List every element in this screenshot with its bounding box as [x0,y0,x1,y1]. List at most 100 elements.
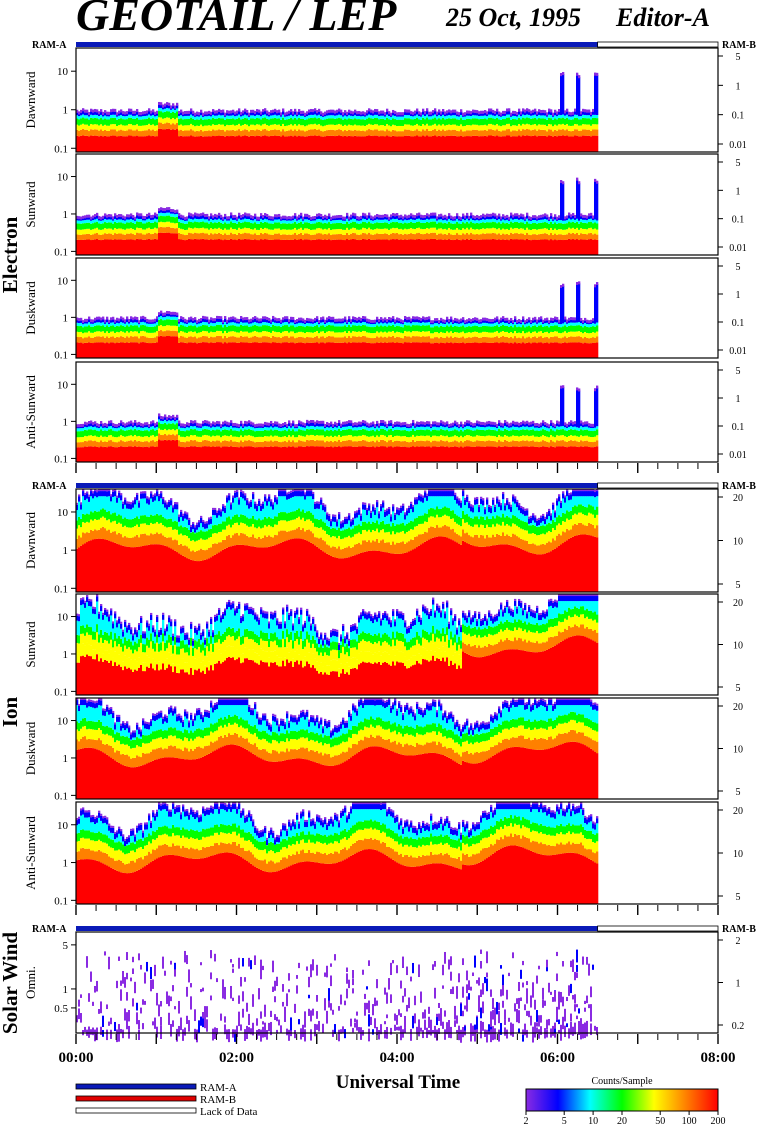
right-tick-label: 20 [733,598,743,609]
figure-editor: Editor-A [615,3,710,32]
panel-label: Omni. [23,966,38,999]
colorbar-tick-label: 20 [617,1116,627,1127]
lack-of-data-segment [597,482,719,489]
colorbar-tick-label: 5 [562,1116,567,1127]
colorbar-tick-label: 50 [655,1116,665,1127]
time-axis: 00:00 02:00 04:00 06:00 08:00 [59,463,736,1066]
panel-label: Dawnward [23,71,38,129]
legend-label: RAM-B [200,1094,236,1106]
lack-of-data-segment [597,925,719,932]
legend-swatch [75,1107,197,1114]
panel: Sunward 10 1 0.1 5 1 0.1 0.01 [23,153,747,258]
panel: Dawnward 10 1 0.1 20 10 5 [23,488,743,595]
spectrogram [76,385,599,462]
spectrogram [76,949,598,1043]
x-tick-label: 04:00 [380,1050,415,1066]
spectrogram [76,802,599,904]
colorbar-tick-label: 100 [682,1116,697,1127]
colorbar-tick-label: 10 [588,1116,598,1127]
legend-swatch [75,1095,197,1102]
spectrogram [76,698,599,799]
y-tick-label: 1 [63,858,69,870]
figure-title: GEOTAIL / LEP [76,0,397,40]
y-tick-label: 0.1 [54,583,68,595]
right-tick-label: 0.1 [732,422,745,433]
right-tick-label: 10 [733,537,743,548]
y-tick-label: 10 [57,172,69,184]
spectrogram [76,71,599,152]
right-tick-label: 10 [733,745,743,756]
y-tick-label: 0.1 [54,453,68,465]
y-tick-label: 10 [57,66,69,78]
right-tick-label: 1 [736,81,741,92]
right-tick-label: 10 [733,849,743,860]
right-tick-label: 0.01 [729,346,747,357]
panel-frame [75,153,719,256]
panel-label: Sunward [23,621,38,668]
ram-b-label: RAM-B [722,924,756,935]
y-tick-label: 10 [57,612,69,624]
spectrogram [76,594,599,695]
ram-bar: RAM-A RAM-B [32,481,756,492]
y-tick-label: 1 [63,312,69,324]
y-tick-label: 1 [63,984,69,996]
colorbar-tick-label: 2 [524,1116,529,1127]
x-tick-label: 02:00 [219,1050,254,1066]
colorbar-tick-label: 200 [711,1116,726,1127]
panel-stack: RAM-A RAM-B Electron Dawnward 10 1 0.1 5 1 0.1 0.0… [0,40,756,1043]
right-tick-label: 2 [736,936,741,947]
y-tick-label: 1 [63,545,69,557]
right-tick-label: 1 [736,979,741,990]
panel: Sunward 10 1 0.1 20 10 5 [23,593,743,698]
y-tick-label: 10 [57,379,69,391]
right-tick-label: 0.01 [729,243,747,254]
ram-a-segment [76,926,598,931]
right-tick-label: 0.1 [732,215,745,226]
y-tick-label: 0.1 [54,349,68,361]
ram-a-segment [76,42,598,47]
legend-swatch [75,1083,197,1090]
y-tick-label: 0.1 [54,143,68,155]
ram-a-label: RAM-A [32,40,67,51]
right-tick-label: 0.1 [732,111,745,122]
y-tick-label: 0.1 [54,246,68,258]
right-tick-label: 5 [736,787,741,798]
ram-a-label: RAM-A [32,924,67,935]
x-tick-label: 08:00 [701,1050,736,1066]
group-label: Electron [0,216,22,293]
panel: Duskward 10 1 0.1 20 10 5 [23,697,743,802]
panel: Duskward 10 1 0.1 5 1 0.1 0.01 [23,257,747,361]
lack-of-data-segment [597,41,719,48]
panel: Dawnward 10 1 0.1 5 1 0.1 0.01 [23,47,747,155]
right-tick-label: 0.1 [732,318,745,329]
figure-date: 25 Oct, 1995 [445,3,581,32]
group-label: Solar Wind [0,932,22,1034]
panel-label: Sunward [23,181,38,228]
colorbar-title: Counts/Sample [591,1076,653,1087]
x-tick-label: 00:00 [59,1050,94,1066]
y-tick-label: 1 [63,416,69,428]
right-tick-label: 10 [733,641,743,652]
right-tick-label: 5 [736,683,741,694]
ram-a-label: RAM-A [32,481,67,492]
right-tick-label: 1 [736,186,741,197]
y-tick-label: 1 [63,649,69,661]
ram-bar: RAM-A RAM-B [32,40,756,51]
right-tick-label: 20 [733,493,743,504]
x-tick-label: 06:00 [540,1050,575,1066]
panel-frame [75,361,719,463]
right-tick-label: 5 [736,366,741,377]
y-tick-label: 0.1 [54,790,68,802]
y-tick-label: 10 [57,275,69,287]
y-tick-label: 0.1 [54,686,68,698]
panel-frame [75,257,719,359]
right-tick-label: 1 [736,290,741,301]
colorbar: Counts/Sample 2 5 10 20 50 100 200 [524,1076,726,1127]
y-tick-label: 0.1 [54,895,68,907]
ram-b-label: RAM-B [722,481,756,492]
panel: Anti-Sunward 10 1 0.1 20 10 5 [23,801,743,907]
right-tick-label: 5 [736,158,741,169]
legend-label: Lack of Data [200,1106,258,1118]
